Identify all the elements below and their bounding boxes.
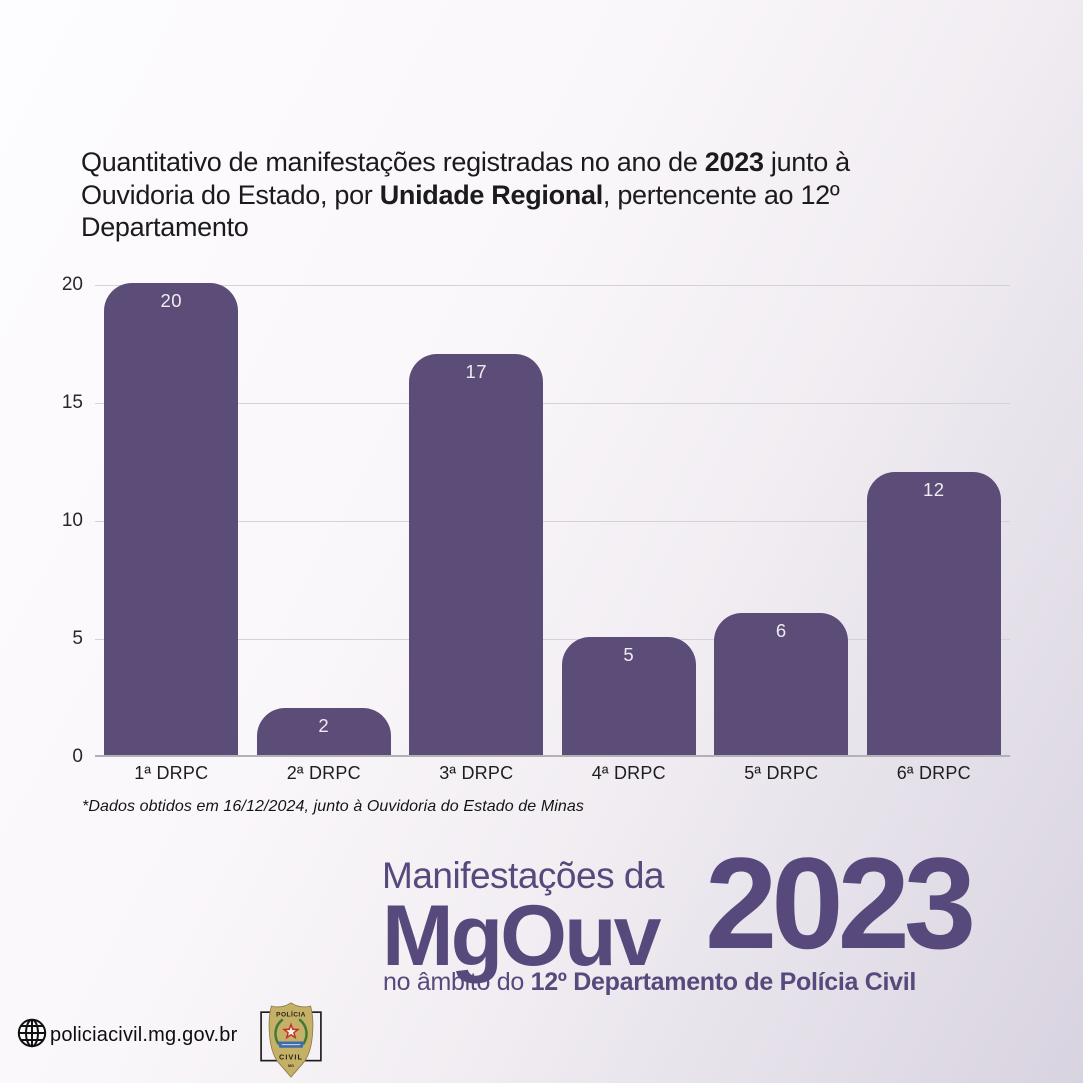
bar-slot: 5 <box>553 285 706 755</box>
y-axis-tick-20: 20 <box>61 274 83 295</box>
brand-year: 2023 <box>705 830 976 976</box>
page-title: Quantitativo de manifestações registrada… <box>81 146 981 244</box>
bar-group: 20 2 17 5 6 12 <box>95 283 1011 755</box>
y-axis-tick-0: 0 <box>72 746 83 767</box>
x-axis-label-1ª DRPC: 1ª DRPC <box>134 763 209 783</box>
page-title-line: Ouvidoria do Estado, por Unidade Regiona… <box>81 179 840 210</box>
bar-value-label: 6 <box>775 620 787 642</box>
bar-slot: 12 <box>858 285 1011 755</box>
badge-bottom-label: CIVIL <box>279 1053 303 1062</box>
bar-value-label: 17 <box>465 360 488 382</box>
badge-state-label: MG <box>288 1064 294 1068</box>
x-axis-label-6ª DRPC: 6ª DRPC <box>896 763 971 783</box>
brand-block: Manifestações da MgOuv <box>382 855 665 984</box>
globe-icon <box>16 1017 48 1054</box>
bar-value-label: 5 <box>623 644 635 665</box>
website-row: policiacivil.mg.gov.br <box>16 1017 237 1054</box>
bar-5ª DRPC: 6 <box>714 613 849 755</box>
bar-value-label: 20 <box>160 290 183 311</box>
website-text: policiacivil.mg.gov.br <box>50 1024 238 1046</box>
gridline-20 <box>95 285 1010 286</box>
x-axis-labels: 1ª DRPC 2ª DRPC 3ª DRPC 4ª DRPC 5ª DRPC 6ª DR… <box>95 763 1010 784</box>
gridline-15 <box>95 403 1010 404</box>
bar-3ª DRPC: 17 <box>409 353 544 755</box>
x-axis-label-4ª DRPC: 4ª DRPC <box>591 763 666 783</box>
bar-slot: 20 <box>95 283 248 755</box>
brand-subtitle: Manifestações da <box>382 855 665 896</box>
bar-slot: 17 <box>400 285 553 755</box>
plot-area: 20 2 17 5 6 12 <box>95 283 1011 757</box>
bar-slot: 2 <box>248 285 401 755</box>
bar-2ª DRPC: 2 <box>256 707 391 755</box>
page-title-line: Quantitativo de manifestações registrada… <box>81 147 850 177</box>
brand-department-prefix: no âmbito do <box>383 968 531 996</box>
bar-1ª DRPC: 20 <box>104 283 239 755</box>
brand-department-line: no âmbito do 12º Departamento de Polícia… <box>383 968 916 997</box>
brand-logo-text: MgOuv <box>382 888 661 984</box>
bar-slot: 6 <box>705 285 858 755</box>
y-axis-tick-15: 15 <box>61 392 83 413</box>
page-title-line: Departamento <box>81 212 249 242</box>
x-axis-label-5ª DRPC: 5ª DRPC <box>744 763 819 783</box>
badge-top-label: POLÍCIA <box>276 1009 306 1018</box>
bar-6ª DRPC: 12 <box>866 471 1001 755</box>
x-axis-label-2ª DRPC: 2ª DRPC <box>286 763 361 783</box>
police-badge-icon: POLÍCIA CIVIL MG <box>258 1000 324 1080</box>
brand-department-name: 12º Departamento de Polícia Civil <box>530 968 917 996</box>
gridline-10 <box>95 521 1010 522</box>
bar-value-label: 12 <box>922 478 945 500</box>
bar-value-label: 2 <box>318 714 330 736</box>
y-axis-tick-5: 5 <box>72 628 83 649</box>
footnote: *Dados obtidos em 16/12/2024, junto à Ou… <box>82 798 585 815</box>
gridline-5 <box>95 639 1010 640</box>
y-axis-tick-10: 10 <box>61 510 83 531</box>
bar-4ª DRPC: 5 <box>561 637 696 755</box>
x-axis-label-3ª DRPC: 3ª DRPC <box>439 763 514 783</box>
